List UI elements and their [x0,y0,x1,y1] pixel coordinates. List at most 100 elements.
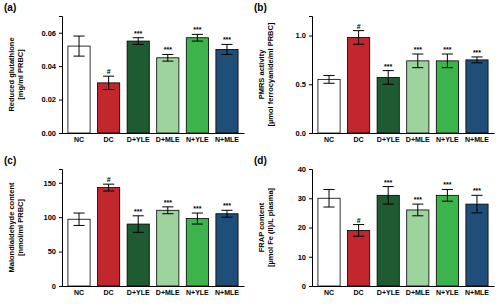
y-tick-mark [59,252,62,253]
error-bar [471,195,482,213]
error-bar-cap [133,232,144,233]
y-tick-mark [59,33,62,34]
error-bar [353,225,364,237]
y-axis-line [59,170,63,287]
plot-area [318,187,488,286]
y-tick-mark [59,183,62,184]
bar [127,41,149,133]
error-bar-cap [192,41,203,42]
error-bar-stem [197,213,198,224]
x-tick-label: NC [74,136,84,143]
y-axis-title: PMRS activity[µmol ferrocyanide/ml PRBC] [257,22,275,126]
error-bar-stem [108,76,109,89]
panel-title: (b) [254,2,267,13]
y-tick: 150 [43,179,62,188]
x-tick-label: NC [74,289,84,296]
y-tick-mark [59,286,62,287]
y-axis-title: Malondialdehyde content[nmol/ml PRBC] [7,182,25,273]
figure: (a)Reduced glutathione[mg/ml PRBC]#*****… [0,0,500,306]
significance-label: # [357,217,361,224]
y-axis: 0.00.51.0 [296,17,313,138]
error-bar-cap [323,75,334,76]
error-bar-stem [108,184,109,191]
error-bar-stem [417,54,418,68]
x-tick: N+YLE [436,133,459,143]
y-axis: 010203040 [298,165,313,291]
x-tick-label: D+MLE [156,136,180,143]
x-axis: NCDCD+YLED+MLEN+YLEN+MLE [63,133,245,143]
error-bar [192,213,203,224]
x-tick-label: NC [324,289,334,296]
bar [157,58,179,133]
y-tick-label: 0.06 [41,29,56,38]
error-bar-cap [162,213,173,214]
error-bar-cap [412,67,423,68]
y-tick-mark [309,169,312,170]
y-tick: 10 [298,253,312,262]
x-tick: D+YLE [127,286,150,296]
error-bar-cap [103,89,114,90]
error-bar [103,76,114,89]
error-bar [412,54,423,68]
x-tick: D+YLE [377,286,400,296]
x-axis-line [63,133,245,134]
x-tick: N+MLE [465,286,489,296]
bar [216,214,238,286]
y-tick-label: 150 [43,179,56,188]
y-tick-label: 100 [43,213,56,222]
error-bar-cap [353,44,364,45]
y-axis-title-line: Malondialdehyde content [7,182,16,273]
significance-label: *** [443,46,451,53]
error-bar-cap [353,236,364,237]
error-bar [383,71,394,85]
bar [466,204,488,286]
x-tick: NC [74,286,84,296]
error-bar [442,189,453,201]
error-bar [323,75,334,83]
error-bar-stem [447,54,448,68]
y-tick: 20 [298,223,312,232]
error-bar-stem [447,189,448,201]
error-bar-cap [471,212,482,213]
bar [157,210,179,286]
error-bar-stem [138,216,139,233]
y-tick-label: 0 [52,282,56,291]
significance-label: *** [193,26,201,33]
significance-label: *** [164,199,172,206]
significance-label: *** [384,63,392,70]
error-bar-cap [471,56,482,57]
error-bar [162,207,173,214]
y-tick-label: 0.00 [41,129,56,138]
error-bar-cap [221,44,232,45]
x-axis: NCDCD+YLED+MLEN+YLEN+MLE [313,286,495,296]
significance-label: # [107,176,111,183]
panel: (b) PMRS activity[µmol ferrocyanide/ml PR… [254,2,495,143]
significance-label: # [107,68,111,75]
y-tick-mark [309,228,312,229]
significance-label: *** [414,196,422,203]
panel: (d)FRAP content[µmol Fe (II)/L plasma]#*… [254,155,495,296]
error-bar-cap [162,61,173,62]
y-tick-label: 1.0 [296,31,306,40]
bar [377,195,399,286]
y-tick-mark [59,133,62,134]
bar [98,83,120,133]
panel: (c)Malondialdehyde content[nmol/ml PRBC]… [4,155,245,296]
x-axis-line [313,133,495,134]
error-bar-cap [103,184,114,185]
error-bar-stem [226,44,227,54]
y-tick-mark [309,198,312,199]
significance-label: *** [223,202,231,209]
significance-label: *** [134,30,142,37]
error-bar-cap [323,189,334,190]
y-tick: 0.04 [41,62,62,71]
error-bar [383,187,394,205]
y-tick-label: 0.0 [296,129,306,138]
y-tick: 0 [52,282,62,291]
x-axis-line [313,286,495,287]
error-bar-cap [221,210,232,211]
error-bar-cap [442,67,453,68]
error-bar-cap [383,84,394,85]
error-bar-cap [353,30,364,31]
y-tick-label: 20 [298,223,306,232]
